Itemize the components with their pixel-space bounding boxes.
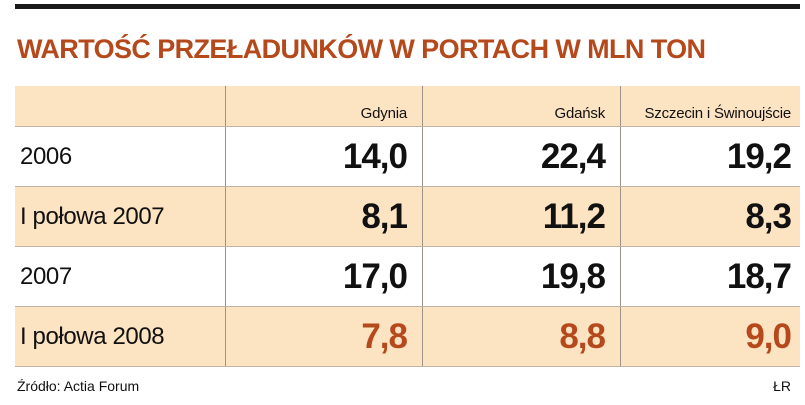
table-row: 2007 17,0 19,8 18,7 [15, 247, 800, 307]
value-cell: 17,0 [225, 247, 422, 306]
value-cell: 9,0 [620, 307, 800, 366]
row-label-cell: 2006 [15, 127, 225, 186]
value-cell: 7,8 [225, 307, 422, 366]
header-corner-cell [15, 86, 225, 126]
value-szczecin: 8,3 [745, 196, 792, 236]
row-label-cell: I połowa 2008 [15, 307, 225, 366]
source-note: Źródło: Actia Forum [17, 378, 140, 394]
chart-title: WARTOŚĆ PRZEŁADUNKÓW W PORTACH W MLN TON [17, 34, 706, 64]
row-label: I połowa 2008 [20, 322, 165, 350]
value-cell: 8,3 [620, 187, 800, 246]
data-table: Gdynia Gdańsk Szczecin i Świnoujście 200… [15, 86, 800, 367]
value-gdynia: 17,0 [342, 256, 408, 296]
value-gdynia: 14,0 [342, 136, 408, 176]
value-cell: 14,0 [225, 127, 422, 186]
value-cell: 8,1 [225, 187, 422, 246]
row-label-cell: I połowa 2007 [15, 187, 225, 246]
value-cell: 8,8 [422, 307, 620, 366]
row-label: I połowa 2007 [20, 202, 165, 230]
value-szczecin: 18,7 [726, 256, 792, 296]
value-szczecin: 19,2 [726, 136, 792, 176]
value-gdynia: 8,1 [361, 196, 408, 236]
author-credit: ŁR [773, 378, 791, 394]
row-label: 2006 [20, 142, 72, 170]
value-gdansk: 22,4 [540, 136, 606, 176]
column-header-gdansk: Gdańsk [422, 86, 620, 126]
table-row: I połowa 2007 8,1 11,2 8,3 [15, 187, 800, 247]
table-row: I połowa 2008 7,8 8,8 9,0 [15, 307, 800, 367]
value-gdansk: 8,8 [559, 316, 606, 356]
value-szczecin: 9,0 [745, 316, 792, 356]
header-row: Gdynia Gdańsk Szczecin i Świnoujście [15, 86, 800, 127]
row-label-cell: 2007 [15, 247, 225, 306]
value-gdansk: 11,2 [542, 196, 606, 236]
value-cell: 18,7 [620, 247, 800, 306]
row-label: 2007 [20, 262, 72, 290]
value-gdynia: 7,8 [361, 316, 408, 356]
value-cell: 11,2 [422, 187, 620, 246]
top-rule [15, 4, 800, 9]
value-gdansk: 19,8 [540, 256, 606, 296]
value-cell: 19,2 [620, 127, 800, 186]
column-header-szczecin: Szczecin i Świnoujście [620, 86, 800, 126]
column-header-gdynia: Gdynia [225, 86, 422, 126]
table-row: 2006 14,0 22,4 19,2 [15, 127, 800, 187]
value-cell: 19,8 [422, 247, 620, 306]
value-cell: 22,4 [422, 127, 620, 186]
